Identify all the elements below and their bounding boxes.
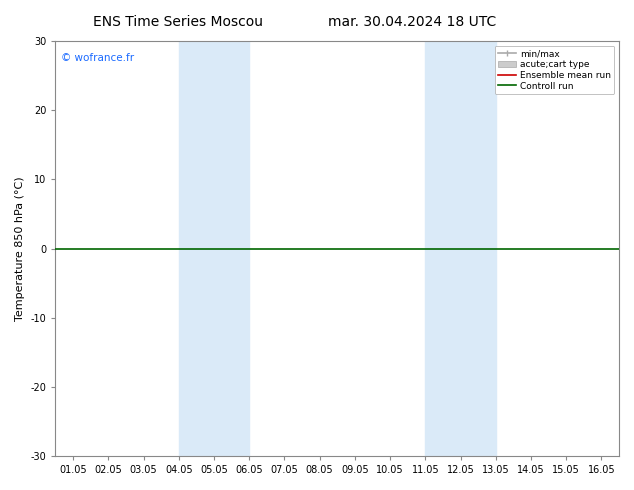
Y-axis label: Temperature 850 hPa (°C): Temperature 850 hPa (°C) — [15, 176, 25, 321]
Text: ENS Time Series Moscou: ENS Time Series Moscou — [93, 15, 262, 29]
Legend: min/max, acute;cart type, Ensemble mean run, Controll run: min/max, acute;cart type, Ensemble mean … — [495, 46, 614, 94]
Text: © wofrance.fr: © wofrance.fr — [61, 53, 134, 64]
Text: mar. 30.04.2024 18 UTC: mar. 30.04.2024 18 UTC — [328, 15, 496, 29]
Bar — [425, 41, 496, 456]
Bar — [179, 41, 249, 456]
